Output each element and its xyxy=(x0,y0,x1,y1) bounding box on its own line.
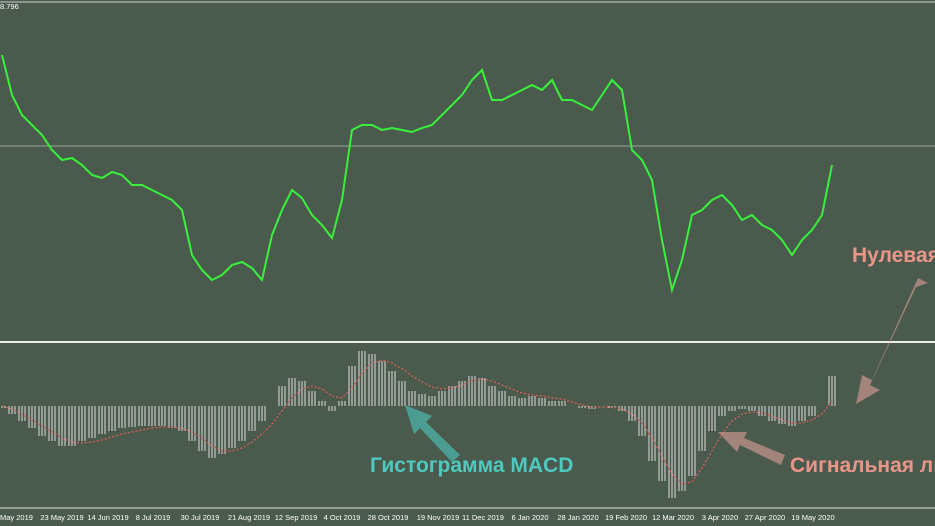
date-label: 19 May 2020 xyxy=(791,513,834,522)
price-line xyxy=(1,54,833,294)
date-label: 4 Oct 2019 xyxy=(324,513,361,522)
date-label: 11 Dec 2019 xyxy=(462,513,504,522)
date-label: 23 May 2019 xyxy=(40,513,83,522)
date-label: 28 Oct 2019 xyxy=(368,513,409,522)
date-label: 3 Apr 2020 xyxy=(702,513,738,522)
price-label: 8.796 xyxy=(0,2,19,11)
macd-panel xyxy=(1,351,836,498)
date-label: 8 Jul 2019 xyxy=(136,513,171,522)
date-label: May 2019 xyxy=(0,513,33,522)
date-label: 27 Apr 2020 xyxy=(745,513,785,522)
date-label: 30 Jul 2019 xyxy=(181,513,220,522)
date-label: 14 Jun 2019 xyxy=(87,513,128,522)
annotation-signal-line: Сигнальная ли xyxy=(790,454,935,477)
date-label: 12 Sep 2019 xyxy=(275,513,318,522)
date-axis: May 2019 23 May 2019 14 Jun 2019 8 Jul 2019… xyxy=(0,513,835,522)
arrow-histogram xyxy=(405,405,460,462)
date-label: 21 Aug 2019 xyxy=(228,513,270,522)
date-label: 12 Mar 2020 xyxy=(652,513,694,522)
arrow-zero xyxy=(856,278,928,404)
price-panel xyxy=(0,54,935,294)
date-label: 19 Feb 2020 xyxy=(605,513,647,522)
annotation-zero-line: Нулевая xyxy=(852,244,935,267)
annotation-histogram: Гистограмма MACD xyxy=(370,454,573,477)
date-label: 28 Jan 2020 xyxy=(557,513,598,522)
date-label: 19 Nov 2019 xyxy=(417,513,460,522)
date-label: 6 Jan 2020 xyxy=(511,513,548,522)
signal-line xyxy=(1,359,833,485)
arrow-signal xyxy=(718,432,785,465)
